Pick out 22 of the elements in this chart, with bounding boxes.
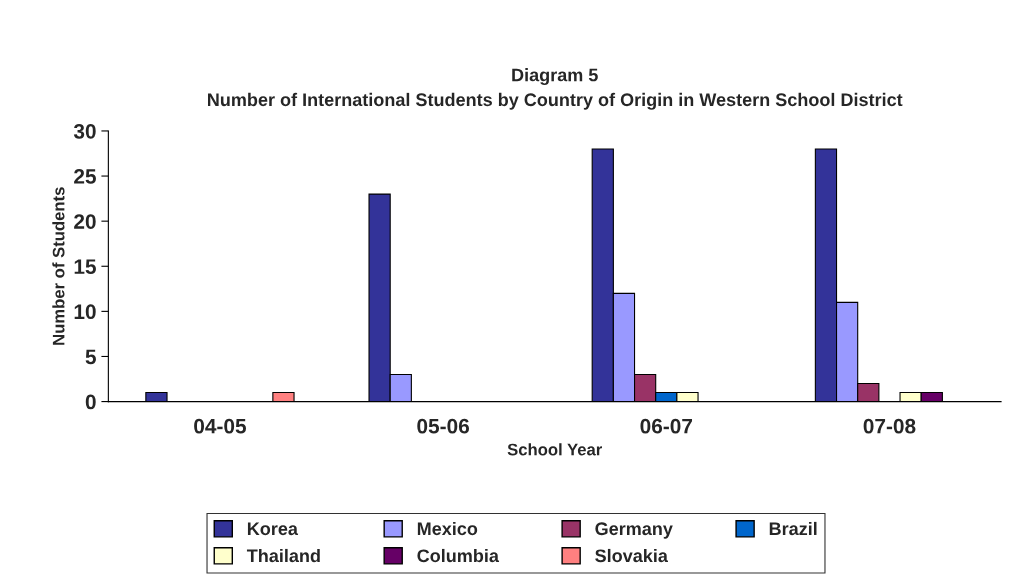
x-tick-label: 04-05 [194, 418, 247, 434]
legend-label: Columbia [417, 548, 500, 563]
legend-label: Slovakia [595, 548, 668, 563]
legend-label: Germany [595, 522, 673, 539]
legend-label: Brazil [769, 521, 817, 536]
x-tick-label: 07-08 [863, 418, 916, 434]
x-tick-label: 05-06 [417, 418, 470, 434]
y-tick-label: 10 [74, 304, 96, 320]
x-axis-title: School Year [507, 443, 603, 456]
y-tick-label: 5 [85, 349, 96, 365]
y-axis-title: Number of Students [52, 187, 65, 345]
legend-label: Korea [247, 522, 299, 536]
x-tick-label: 06-07 [640, 418, 693, 434]
y-tick-label: 30 [73, 123, 96, 139]
y-tick-label: 20 [74, 214, 96, 229]
chart-title: Diagram 5 [512, 68, 598, 86]
legend-label: Mexico [417, 521, 478, 536]
y-tick-label: 25 [74, 169, 96, 184]
y-tick-label: 0 [85, 394, 96, 410]
chart-subtitle: Number of International Students by Country of Origin in Western School District [208, 92, 903, 110]
legend-label: Thailand [246, 548, 320, 563]
y-tick-label: 15 [74, 259, 96, 275]
